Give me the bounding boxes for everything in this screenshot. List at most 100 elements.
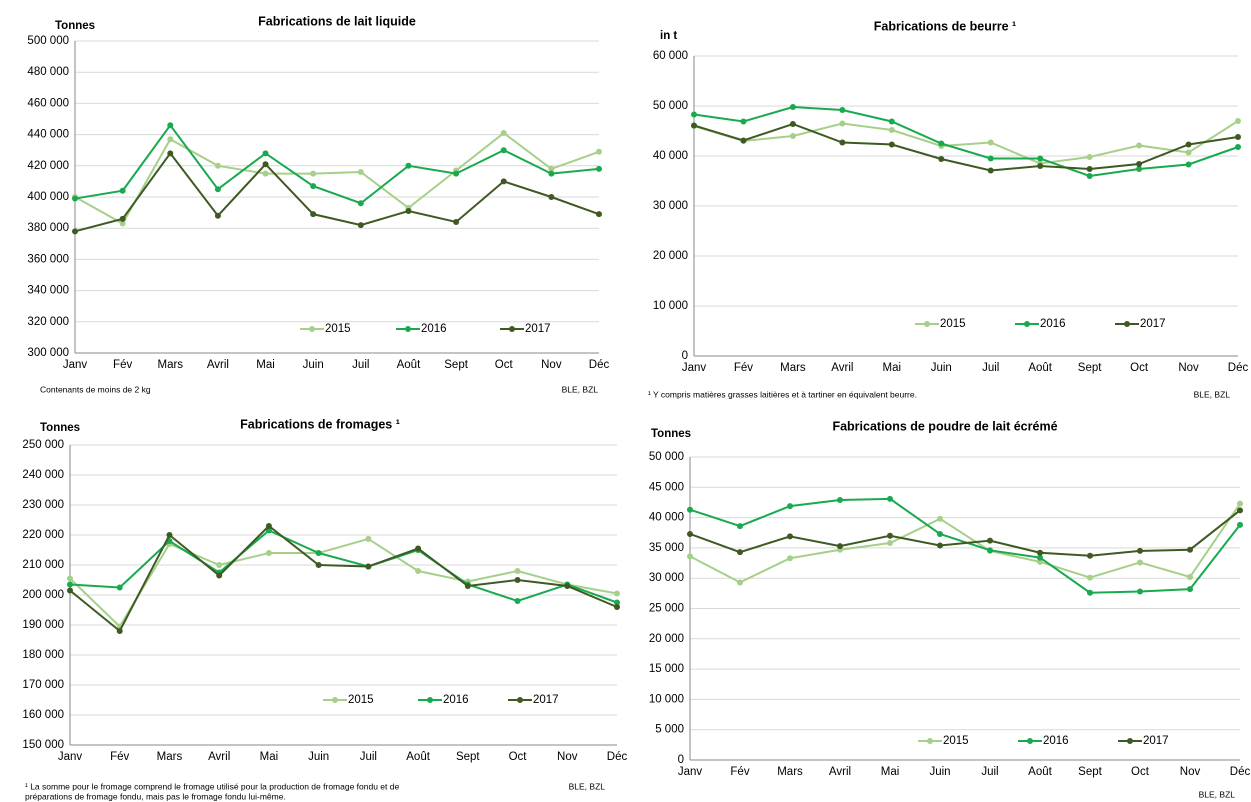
data-point <box>1037 155 1044 162</box>
x-tick-label: Oct <box>1131 766 1150 778</box>
data-point <box>1136 142 1143 149</box>
x-tick-label: Juil <box>360 751 377 763</box>
y-tick-label: 380 000 <box>27 222 69 234</box>
legend-marker <box>1124 321 1130 327</box>
data-point <box>119 220 126 227</box>
y-tick-label: 5 000 <box>655 724 684 736</box>
series-line <box>69 524 618 633</box>
data-point <box>357 169 364 176</box>
data-point <box>787 533 793 540</box>
y-tick-label: 250 000 <box>22 439 64 451</box>
x-tick-label: Sept <box>1078 766 1102 778</box>
y-tick-label: 35 000 <box>649 542 684 554</box>
y-tick-label: 20 000 <box>649 633 684 645</box>
data-point <box>1237 507 1243 514</box>
y-axis-label: in t <box>660 30 677 42</box>
legend-label: 2015 <box>943 735 969 747</box>
data-point <box>839 120 846 127</box>
x-tick-label: Fév <box>734 362 753 374</box>
x-tick-label: Mars <box>780 362 806 374</box>
y-tick-label: 0 <box>682 350 688 362</box>
chart-title: Fabrications de lait liquide <box>258 14 416 28</box>
data-point <box>405 162 412 169</box>
data-point <box>1235 144 1241 150</box>
data-point <box>1137 547 1143 554</box>
legend-marker <box>405 326 411 332</box>
x-tick-label: Nov <box>1178 362 1199 374</box>
y-tick-label: 190 000 <box>22 619 64 631</box>
data-point <box>265 527 272 534</box>
y-axis-label: Tonnes <box>651 428 691 440</box>
data-point <box>310 183 317 190</box>
x-tick-label: Nov <box>557 751 578 763</box>
data-point <box>310 170 317 177</box>
legend-label: 2016 <box>1040 318 1066 330</box>
series-line <box>689 509 1241 557</box>
y-tick-label: 180 000 <box>22 649 64 661</box>
y-tick-label: 20 000 <box>653 250 688 262</box>
y-axis-label: Tonnes <box>40 422 80 434</box>
data-point <box>614 599 620 606</box>
data-point <box>216 562 223 568</box>
source: BLE, BZL <box>569 781 606 791</box>
data-point <box>265 550 272 556</box>
x-tick-label: Avril <box>208 751 230 763</box>
source: BLE, BZL <box>1199 789 1236 799</box>
chart-title: Fabrications de poudre de lait écrémé <box>832 419 1057 433</box>
legend-marker <box>1127 738 1133 744</box>
x-tick-label: Sept <box>456 751 480 763</box>
data-point <box>987 155 994 162</box>
y-tick-label: 150 000 <box>22 739 64 751</box>
x-tick-label: Juil <box>352 359 369 371</box>
data-point <box>1136 166 1143 172</box>
data-point <box>887 540 893 547</box>
chart-title: Fabrications de fromages ¹ <box>240 417 400 431</box>
data-point <box>1086 154 1093 160</box>
data-point <box>500 178 507 185</box>
y-tick-label: 160 000 <box>22 709 64 721</box>
data-point <box>789 121 796 127</box>
legend-label: 2016 <box>1043 735 1069 747</box>
data-point <box>887 495 893 502</box>
y-tick-label: 30 000 <box>653 200 688 212</box>
data-point <box>887 532 893 539</box>
x-tick-label: Avril <box>207 359 229 371</box>
x-tick-label: Sept <box>444 359 468 371</box>
data-point <box>737 579 743 586</box>
x-tick-label: Janv <box>58 751 83 763</box>
y-tick-label: 45 000 <box>649 481 684 493</box>
data-point <box>596 211 602 218</box>
x-tick-label: Mars <box>157 751 183 763</box>
data-point <box>1087 552 1093 559</box>
data-point <box>1185 141 1192 148</box>
data-point <box>1237 521 1243 528</box>
data-point <box>1187 586 1193 593</box>
data-point <box>614 590 620 597</box>
data-point <box>548 194 555 200</box>
y-tick-label: 210 000 <box>22 559 64 571</box>
x-tick-label: Nov <box>541 359 562 371</box>
x-tick-label: Fév <box>113 359 132 371</box>
x-tick-label: Août <box>1028 362 1052 374</box>
data-point <box>415 568 422 574</box>
y-tick-label: 220 000 <box>22 529 64 541</box>
x-tick-label: Mai <box>260 751 279 763</box>
data-point <box>789 104 796 110</box>
data-point <box>1187 546 1193 553</box>
y-tick-label: 170 000 <box>22 679 64 691</box>
x-tick-label: Mai <box>883 362 902 374</box>
data-point <box>596 148 602 155</box>
legend-marker <box>1027 738 1033 744</box>
legend-marker <box>924 321 930 327</box>
data-point <box>262 150 269 157</box>
series-line <box>69 529 618 604</box>
data-point <box>789 133 796 139</box>
source: BLE, BZL <box>562 384 599 394</box>
data-point <box>405 208 412 215</box>
source: BLE, BZL <box>1194 389 1231 399</box>
y-tick-label: 10 000 <box>653 300 688 312</box>
data-point <box>315 562 322 568</box>
data-point <box>500 130 507 137</box>
data-point <box>888 127 895 133</box>
